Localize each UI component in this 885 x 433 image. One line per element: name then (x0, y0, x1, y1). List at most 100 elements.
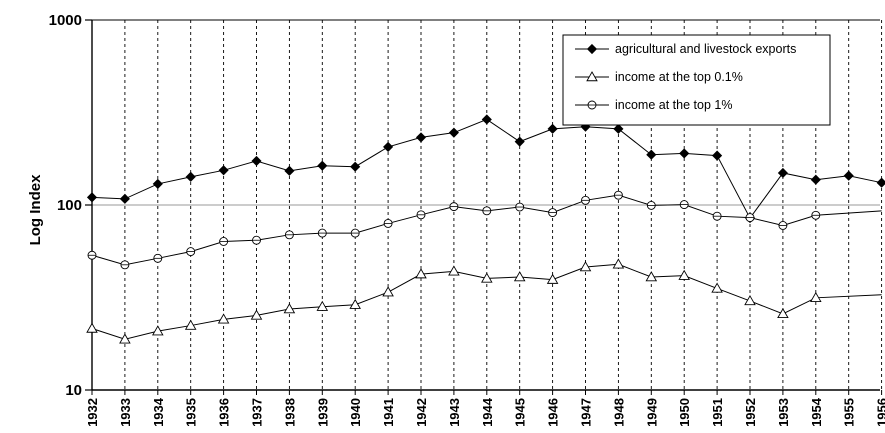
point-income-at-the-top-0-1-1933 (119, 333, 131, 344)
point-income-at-the-top-0-1-1940 (349, 298, 361, 309)
legend-item-income-at-the-top-1: income at the top 1% (575, 98, 732, 112)
point-income-at-the-top-1-1943 (449, 202, 459, 212)
y-tick-label-10: 10 (65, 382, 82, 399)
point-agricultural-and-livestock-exports-1934 (152, 178, 163, 189)
point-income-at-the-top-0-1-1936 (217, 313, 230, 324)
point-agricultural-and-livestock-exports-1950 (679, 148, 690, 159)
line-income-at-the-top-0-1 (91, 263, 882, 340)
y-tick-label-1000: 1000 (49, 12, 82, 29)
point-agricultural-and-livestock-exports-1943 (448, 127, 459, 138)
x-tick-label-1937: 1937 (250, 398, 265, 427)
point-agricultural-and-livestock-exports-1945 (514, 136, 525, 147)
x-tick-label-1956: 1956 (875, 398, 885, 427)
point-income-at-the-top-0-1-1947 (579, 261, 592, 272)
y-axis-label: Log Index (27, 174, 44, 245)
point-income-at-the-top-0-1-1943 (448, 265, 460, 276)
point-income-at-the-top-1-1944 (482, 206, 492, 216)
legend-marker-agricultural-and-livestock-exports (586, 43, 598, 55)
point-income-at-the-top-1-1933 (120, 260, 130, 270)
point-income-at-the-top-0-1-1950 (678, 269, 690, 280)
series-income-at-the-top-0-1 (86, 258, 882, 344)
point-agricultural-and-livestock-exports-1956 (876, 177, 885, 188)
legend-marker-income-at-the-top-1 (587, 100, 597, 110)
point-income-at-the-top-1-1934 (153, 253, 163, 263)
x-tick-label-1936: 1936 (217, 398, 232, 427)
point-income-at-the-top-1-1946 (548, 208, 558, 218)
point-income-at-the-top-1-1950 (679, 200, 689, 210)
x-tick-label-1932: 1932 (85, 398, 100, 427)
x-tick-label-1945: 1945 (513, 398, 528, 427)
point-income-at-the-top-1-1932 (87, 250, 97, 260)
x-tick-label-1944: 1944 (480, 397, 495, 427)
point-agricultural-and-livestock-exports-1942 (415, 132, 427, 143)
point-income-at-the-top-0-1-1948 (612, 258, 625, 269)
x-tick-label-1941: 1941 (381, 398, 396, 427)
y-tick-label-100: 100 (57, 197, 82, 214)
point-income-at-the-top-1-1936 (219, 237, 229, 246)
legend-label-income-at-the-top-1: income at the top 1% (615, 98, 732, 112)
line-income-at-the-top-1 (91, 194, 882, 266)
x-tick-label-1940: 1940 (348, 398, 363, 427)
point-income-at-the-top-0-1-1944 (481, 272, 493, 283)
legend: agricultural and livestock exports income… (562, 34, 831, 126)
point-agricultural-and-livestock-exports-1954 (810, 174, 821, 185)
x-tick-label-1952: 1952 (743, 398, 758, 427)
legend-marker-income-at-the-top-0-1 (586, 71, 598, 82)
point-income-at-the-top-1-1937 (252, 235, 261, 245)
point-agricultural-and-livestock-exports-1940 (350, 161, 361, 172)
tick-labels: 10 100 1000 1932 1933 1934 1935 1936 1937 1938 193… (49, 12, 885, 427)
point-income-at-the-top-1-1935 (186, 247, 196, 257)
x-tick-label-1954: 1954 (809, 397, 824, 427)
point-income-at-the-top-1-1954 (811, 210, 821, 220)
series-layer (86, 114, 885, 344)
point-income-at-the-top-0-1-1942 (415, 268, 427, 279)
point-income-at-the-top-1-1953 (778, 221, 788, 230)
point-income-at-the-top-1-1942 (416, 210, 426, 220)
x-tick-label-1935: 1935 (184, 398, 199, 427)
point-income-at-the-top-0-1-1938 (283, 303, 296, 314)
point-income-at-the-top-0-1-1945 (513, 271, 526, 282)
point-agricultural-and-livestock-exports-1953 (777, 167, 788, 179)
x-tick-label-1938: 1938 (282, 398, 297, 427)
point-income-at-the-top-0-1-1932 (86, 322, 98, 333)
point-agricultural-and-livestock-exports-1936 (218, 165, 229, 176)
x-tick-label-1942: 1942 (414, 398, 429, 427)
point-income-at-the-top-1-1941 (383, 218, 393, 228)
legend-box (562, 34, 831, 126)
point-income-at-the-top-1-1952 (745, 213, 755, 223)
point-income-at-the-top-0-1-1953 (777, 307, 789, 319)
legend-label-income-at-the-top-0-1: income at the top 0.1% (615, 70, 743, 84)
point-agricultural-and-livestock-exports-1948 (613, 123, 624, 134)
point-income-at-the-top-1-1951 (712, 211, 722, 221)
x-tick-label-1946: 1946 (546, 398, 561, 427)
x-tick-label-1939: 1939 (315, 398, 330, 427)
point-agricultural-and-livestock-exports-1933 (119, 193, 130, 204)
point-agricultural-and-livestock-exports-1941 (383, 141, 394, 153)
point-agricultural-and-livestock-exports-1955 (843, 170, 854, 181)
point-income-at-the-top-1-1948 (613, 190, 623, 200)
legend-item-agricultural-and-livestock-exports: agricultural and livestock exports (575, 42, 796, 56)
point-income-at-the-top-0-1-1941 (382, 286, 394, 297)
point-income-at-the-top-1-1949 (646, 200, 656, 210)
point-agricultural-and-livestock-exports-1944 (481, 114, 492, 125)
point-income-at-the-top-1-1947 (581, 195, 590, 205)
point-income-at-the-top-1-1939 (317, 228, 327, 238)
point-income-at-the-top-0-1-1937 (250, 309, 263, 320)
series-income-at-the-top-1 (87, 190, 882, 270)
point-income-at-the-top-0-1-1939 (316, 300, 329, 311)
point-income-at-the-top-0-1-1952 (744, 295, 756, 306)
legend-item-income-at-the-top-0-1: income at the top 0.1% (575, 70, 743, 84)
point-agricultural-and-livestock-exports-1937 (251, 155, 262, 167)
x-tick-label-1948: 1948 (611, 398, 626, 427)
point-income-at-the-top-1-1945 (515, 202, 525, 212)
point-income-at-the-top-0-1-1949 (645, 271, 658, 282)
point-income-at-the-top-0-1-1951 (711, 282, 723, 293)
point-income-at-the-top-0-1-1946 (546, 273, 559, 284)
x-tick-label-1943: 1943 (447, 398, 462, 427)
x-tick-label-1934: 1934 (151, 397, 166, 427)
x-tick-label-1933: 1933 (118, 398, 133, 427)
point-agricultural-and-livestock-exports-1939 (317, 160, 328, 171)
legend-label-agricultural-and-livestock-exports: agricultural and livestock exports (615, 42, 796, 56)
x-tick-label-1955: 1955 (842, 398, 857, 427)
